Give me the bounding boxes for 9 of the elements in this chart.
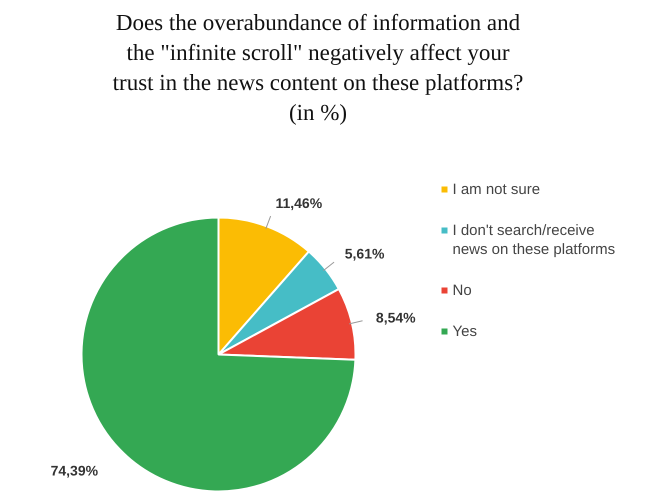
legend-label: I am not sure (452, 181, 540, 198)
data-label: 5,61% (344, 246, 386, 262)
data-label: 74,39% (50, 462, 99, 478)
legend-label: I don't search/receive news on these platforms (452, 222, 616, 258)
legend-label: No (452, 282, 472, 299)
data-label: 8,54% (376, 310, 416, 326)
legend-label: Yes (452, 323, 477, 340)
chart-title: Does the overabundance of information and the "infinite scroll" negatively affect your trust in the news content on these platforms? (in %) (112, 10, 524, 125)
data-label: 11,46% (275, 195, 323, 212)
